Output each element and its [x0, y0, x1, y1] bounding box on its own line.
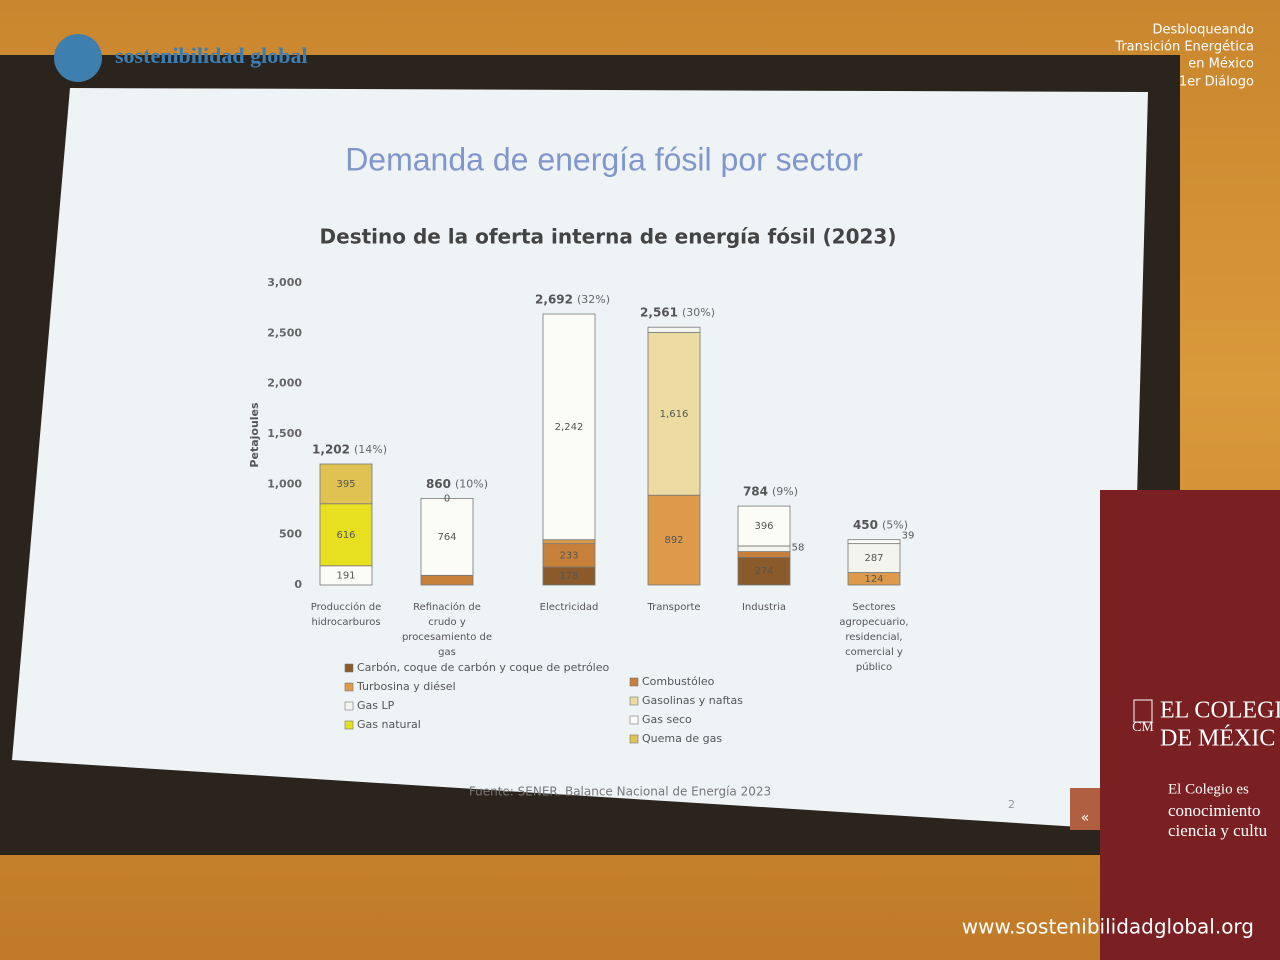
banner: [1100, 490, 1280, 960]
legend-swatch: [629, 677, 639, 687]
legend-swatch: [629, 715, 639, 725]
event-text: Desbloqueando: [1153, 23, 1255, 38]
x-tick-label: Transporte: [646, 602, 700, 613]
banner-logo-box: [1133, 699, 1153, 723]
legend-label: Gas natural: [357, 718, 421, 731]
legend-swatch: [344, 720, 354, 730]
total-label: 784: [743, 485, 768, 499]
segment-label: 124: [864, 574, 883, 585]
y-tick-label: 0: [294, 578, 302, 591]
segment-label: 892: [664, 535, 683, 546]
bar-segment: [847, 543, 901, 573]
x-tick-label: Industria: [742, 602, 786, 613]
bar-segment: [319, 463, 373, 505]
bar-segment: [647, 332, 701, 496]
segment-label: 395: [336, 479, 355, 490]
bar-segment: [737, 557, 791, 586]
bar-segment: [737, 551, 791, 558]
legend-swatch: [629, 734, 639, 744]
x-tick-label: Producción de hidrocarburos: [311, 601, 381, 628]
legend-swatch: [629, 696, 639, 706]
y-tick-label: 2,000: [267, 377, 302, 390]
bar-segment: [847, 539, 901, 545]
total-label: 1,202: [312, 442, 350, 456]
banner-name: EL COLEGI: [1160, 698, 1280, 724]
event-text: 1er Diálogo: [1179, 75, 1254, 90]
y-tick-label: 1,000: [267, 477, 302, 490]
banner-motto: conocimiento: [1168, 801, 1261, 820]
segment-label: 58: [792, 543, 805, 554]
bar-segment: [319, 503, 373, 567]
segment-label: 396: [754, 521, 773, 532]
banner-logo: CM: [1132, 720, 1154, 735]
segment-label: 178: [559, 571, 578, 582]
legend-label: Quema de gas: [642, 732, 722, 745]
share-label: (9%): [772, 485, 798, 498]
legend-swatch: [344, 701, 354, 711]
legend-swatch: [344, 682, 354, 692]
y-tick-label: 1,500: [267, 427, 302, 440]
logo-icon: [54, 34, 102, 82]
share-label: (5%): [882, 519, 908, 532]
legend-label: Carbón, coque de carbón y coque de petró…: [357, 661, 610, 674]
bar-segment: [647, 326, 701, 333]
legend-label: Turbosina y diésel: [356, 680, 456, 693]
legend-label: Combustóleo: [642, 675, 715, 688]
total-label: 2,561: [640, 306, 678, 320]
segment-label: 233: [559, 550, 578, 561]
bar-segment: [737, 505, 791, 547]
x-tick-label: Electricidad: [540, 602, 599, 613]
url: www.sostenibilidadglobal.org: [962, 915, 1254, 939]
y-tick-label: 3,000: [267, 276, 302, 289]
logo-text: sostenibilidad global: [115, 43, 308, 68]
source: Fuente: SENER. Balance Nacional de Energ…: [469, 785, 771, 799]
bar-segment: [420, 574, 474, 586]
chart-title: Destino de la oferta interna de energía …: [320, 225, 897, 249]
nav-icon: «: [1081, 810, 1090, 826]
legend-swatch: [344, 663, 354, 673]
segment-label: 274: [754, 566, 773, 577]
x-tick-label: Refinación de crudo y procesamiento de gas: [402, 601, 492, 658]
segment-label: 616: [336, 530, 355, 541]
total-label: 450: [853, 518, 878, 532]
share-label: (30%): [682, 306, 715, 319]
segment-label: 764: [437, 532, 456, 543]
segment-label: 39: [902, 531, 915, 542]
share-label: (10%): [455, 477, 488, 490]
banner-motto: ciencia y cultu: [1168, 821, 1268, 840]
page-number: 2: [1008, 798, 1015, 811]
y-tick-label: 500: [279, 528, 302, 541]
x-tick-label: Sectores agropecuario, residencial, comerci…: [839, 602, 908, 673]
banner-motto: El Colegio es: [1168, 781, 1249, 797]
segment-label: 287: [864, 553, 883, 564]
total-label: 2,692: [535, 293, 573, 307]
segment-label: 191: [336, 570, 355, 581]
legend-label: Gas seco: [642, 713, 692, 726]
y-axis-label: Petajoules: [248, 402, 261, 468]
event-text: en México: [1188, 57, 1254, 72]
segment-label: 2,242: [555, 422, 584, 433]
bar-segment: [420, 498, 474, 576]
legend-label: Gasolinas y naftas: [642, 694, 743, 707]
y-tick-label: 2,500: [267, 326, 302, 339]
segment-label: 0: [444, 493, 450, 504]
legend-label: Gas LP: [357, 699, 395, 712]
total-label: 860: [426, 477, 451, 491]
bar-segment: [542, 313, 596, 541]
banner-name: DE MÉXIC: [1160, 726, 1275, 752]
slide-title: Demanda de energía fósil por sector: [345, 141, 863, 177]
bar-segment: [542, 539, 596, 545]
event-text: Transición Energética: [1114, 40, 1254, 55]
share-label: (14%): [354, 443, 387, 456]
segment-label: 1,616: [660, 409, 689, 420]
bar-segment: [737, 545, 791, 552]
share-label: (32%): [577, 293, 610, 306]
